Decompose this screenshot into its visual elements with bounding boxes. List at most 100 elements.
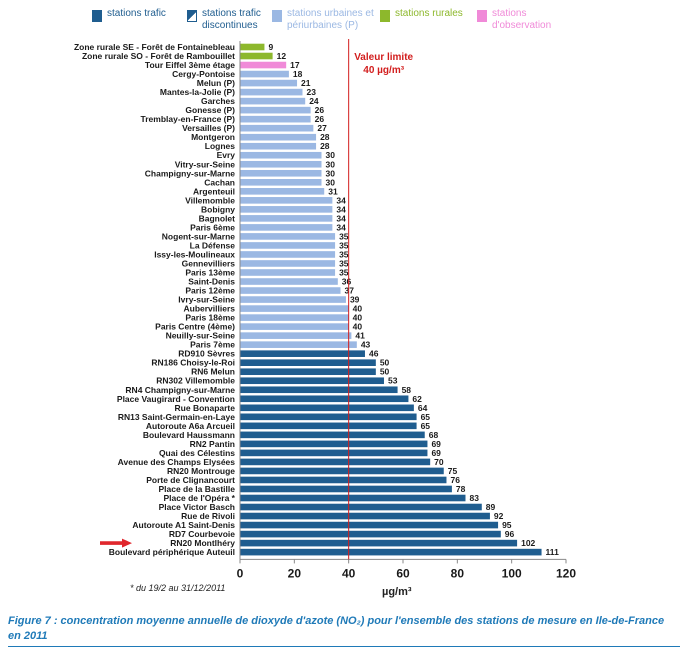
value-label: 27 — [317, 123, 327, 133]
category-label: Gonesse (P) — [185, 105, 235, 115]
bar — [240, 70, 289, 78]
value-label: 35 — [339, 240, 349, 250]
bar — [240, 133, 317, 141]
bar — [240, 151, 322, 159]
bar — [240, 314, 349, 321]
bar — [240, 97, 306, 105]
value-label: 34 — [336, 204, 346, 214]
bar — [240, 52, 273, 60]
bar — [240, 215, 333, 222]
category-label: Bobigny — [201, 204, 235, 214]
bar — [240, 206, 333, 213]
bar — [240, 179, 322, 186]
value-label: 43 — [361, 340, 371, 350]
legend-label-traffic-discontinuous: stations trafic discontinues — [202, 8, 261, 31]
value-label: 89 — [486, 502, 496, 512]
category-label: Villemomble — [185, 195, 235, 205]
bar — [240, 251, 336, 258]
category-label: RN6 Melun — [191, 367, 235, 377]
category-label: Melun (P) — [197, 78, 235, 88]
bar — [240, 368, 376, 376]
value-label: 62 — [412, 394, 422, 404]
legend-swatch-rural — [380, 10, 390, 22]
category-label: Place de la Bastille — [158, 484, 235, 494]
value-label: 34 — [336, 213, 346, 223]
value-label: 102 — [521, 538, 535, 548]
category-label: RN302 Villemomble — [156, 376, 235, 386]
bar — [240, 431, 425, 439]
bar — [240, 503, 482, 511]
value-label: 53 — [388, 376, 398, 386]
legend-label-urban: stations urbaines et périurbaines (P) — [287, 8, 374, 31]
value-label: 23 — [306, 87, 316, 97]
category-label: Tour Eiffel 3ème étage — [145, 60, 235, 70]
bar — [240, 548, 542, 556]
category-label: Bagnolet — [199, 213, 236, 223]
bars-layer: Zone rurale SE - Forêt de Fontainebleau 9… — [74, 42, 559, 557]
value-label: 83 — [469, 493, 479, 503]
value-label: 9 — [268, 42, 273, 52]
category-label: Garches — [201, 96, 235, 106]
category-label: Boulevard Haussmann — [143, 430, 235, 440]
bar — [240, 115, 311, 123]
bar — [240, 79, 298, 87]
category-label: Boulevard périphérique Auteuil — [109, 547, 235, 557]
category-label: RN20 Montlhéry — [170, 538, 235, 548]
bar — [240, 224, 333, 231]
x-tick-label: 60 — [396, 566, 410, 580]
legend-label-rural: stations rurales — [395, 8, 463, 19]
legend-item-traffic-discontinuous: stations trafic discontinues — [187, 8, 288, 32]
category-label: Montgeron — [191, 132, 235, 142]
bar — [240, 386, 398, 394]
category-label: Place Victor Basch — [159, 502, 235, 512]
category-label: Place Vaugirard - Convention — [117, 394, 235, 404]
category-label: Zone rurale SO - Forêt de Rambouillet — [82, 51, 235, 61]
x-tick-label: 40 — [342, 566, 356, 580]
category-label: Rue Bonaparte — [175, 403, 236, 413]
bar — [240, 440, 428, 448]
category-label: Paris 18ème — [185, 313, 235, 323]
bar — [240, 242, 336, 249]
x-axis: 0 20 40 60 80 100 120 — [237, 41, 576, 580]
legend: stations trafic stations trafic disconti… — [0, 8, 689, 48]
category-label: Cergy-Pontoise — [172, 69, 235, 79]
bar — [240, 106, 311, 114]
x-axis-unit: µg/m³ — [382, 586, 412, 598]
value-label: 95 — [502, 520, 512, 530]
category-label: Paris 6ème — [190, 222, 235, 232]
legend-swatch-urban — [272, 10, 282, 22]
category-label: Zone rurale SE - Forêt de Fontainebleau — [74, 42, 235, 52]
value-label: 41 — [355, 331, 365, 341]
value-label: 40 — [353, 322, 363, 332]
bar — [240, 287, 341, 294]
category-label: RN13 Saint-Germain-en-Laye — [118, 412, 235, 422]
value-label: 96 — [505, 529, 515, 539]
footnote: * du 19/2 au 31/12/2011 — [130, 583, 226, 593]
legend-label-observation: stations d'observation — [492, 8, 552, 31]
category-label: Place de l'Opéra * — [164, 493, 236, 503]
bar — [240, 467, 444, 475]
category-label: Autoroute A1 Saint-Denis — [132, 520, 235, 530]
x-tick-label: 100 — [502, 566, 522, 580]
category-label: La Défense — [190, 240, 236, 250]
category-label: Paris 13ème — [185, 268, 235, 278]
category-label: Versailles (P) — [182, 123, 235, 133]
bar — [240, 485, 452, 493]
limit-label-title: Valeur limite — [354, 52, 414, 63]
legend-item-observation: stations d'observation — [477, 8, 564, 32]
value-label: 36 — [342, 277, 352, 287]
bar — [240, 404, 414, 412]
value-label: 18 — [293, 69, 303, 79]
bar — [240, 413, 417, 421]
value-label: 28 — [320, 141, 330, 151]
bar — [240, 341, 357, 348]
legend-item-traffic: stations trafic — [92, 8, 193, 22]
value-label: 26 — [315, 105, 325, 115]
limit-label-value: 40 µg/m³ — [363, 65, 405, 76]
category-label: Porte de Clignancourt — [146, 475, 235, 485]
value-label: 39 — [350, 295, 360, 305]
value-label: 40 — [353, 304, 363, 314]
legend-swatch-traffic — [92, 10, 102, 22]
legend-label-traffic: stations trafic — [107, 8, 166, 19]
